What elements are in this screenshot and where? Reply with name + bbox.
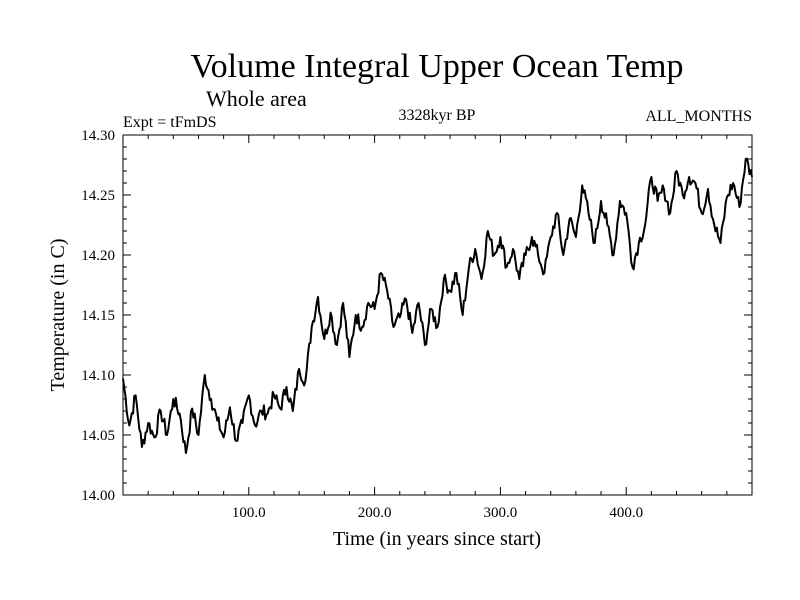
experiment-label: Expt = tFmDS (123, 114, 216, 131)
months-label: ALL_MONTHS (645, 108, 752, 125)
x-tick-label: 400.0 (609, 505, 643, 521)
x-axis: 100.0 200.0 300.0 400.0 (122, 135, 753, 521)
y-tick-label: 14.20 (81, 248, 115, 264)
temperature-series-line (122, 157, 753, 454)
y-tick-label: 14.25 (81, 188, 115, 204)
x-axis-label: Time (in years since start) (333, 528, 541, 550)
x-tick-label: 200.0 (358, 505, 392, 521)
y-tick-label: 14.30 (81, 128, 115, 144)
y-axis: 14.00 14.05 14.10 14.15 14.20 14.25 14.30 (81, 128, 752, 504)
plot-frame (122, 134, 753, 496)
y-tick-label: 14.05 (81, 428, 115, 444)
x-tick-label: 300.0 (484, 505, 518, 521)
x-tick-label: 100.0 (232, 505, 266, 521)
period-label: 3328kyr BP (399, 107, 476, 124)
y-axis-label: Temperature (in C) (47, 239, 69, 392)
y-tick-label: 14.10 (81, 368, 115, 384)
chart-title: Volume Integral Upper Ocean Temp (191, 48, 684, 85)
y-tick-label: 14.00 (81, 488, 115, 504)
chart-subtitle: Whole area (206, 86, 307, 111)
y-tick-label: 14.15 (81, 308, 115, 324)
